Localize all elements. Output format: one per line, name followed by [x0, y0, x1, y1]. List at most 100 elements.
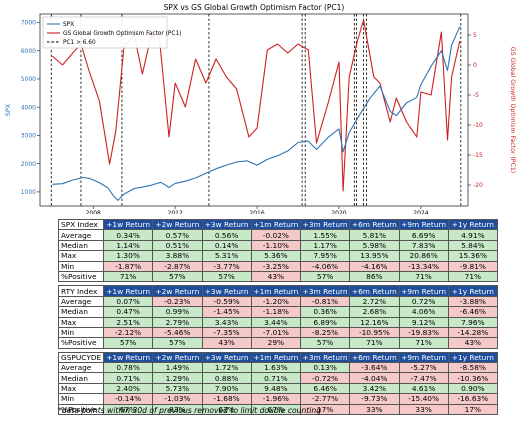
table-cell: 0.34%	[102, 229, 154, 241]
table-cell: -6.46%	[447, 306, 499, 318]
table-cell: 3.88%	[152, 250, 203, 262]
table-row: %Positive 57% 57% 43% 29% 57% 71% 71% 43%	[58, 337, 499, 349]
table-cell: 0.51%	[152, 239, 203, 252]
table-cell: 0.13%	[299, 362, 351, 374]
table-cell: 13.95%	[349, 250, 400, 262]
row-label: Median	[58, 239, 104, 252]
table-header-row: GSPUCYDE +1w Return +2w Return +3w Return +1…	[58, 351, 499, 364]
legend-label: PC1 > 6.60	[63, 40, 96, 46]
table-cell: 57%	[201, 270, 252, 283]
table-cell: 71%	[102, 270, 154, 283]
table-cell: 57%	[152, 337, 203, 349]
table-row: Median 0.47% 0.99% -1.45% -1.18% 0.36% 2.68% 4.…	[58, 306, 499, 318]
table-row: Max 2.40% 5.73% 7.90% 9.48% 6.46% 3.42% 4.61% 0.…	[58, 382, 499, 395]
table-cell: -9.81%	[447, 260, 499, 272]
row-label: Median	[58, 372, 104, 384]
table-cell: 6.46%	[299, 382, 351, 395]
column-header: +6m Return	[349, 218, 400, 231]
footnote: *data points within 30d of previous remo…	[58, 406, 322, 415]
table-cell: -5.27%	[398, 362, 449, 374]
table-cell: -1.10%	[250, 239, 302, 252]
table-cell: 5.81%	[349, 229, 400, 241]
table-cell: -0.14%	[102, 393, 154, 405]
table-cell: 20.86%	[398, 250, 449, 262]
row-label: Median	[58, 306, 104, 318]
table-cell: 0.78%	[102, 362, 154, 374]
table-header-row: SPX Index +1w Return +2w Return +3w Return +…	[58, 218, 499, 231]
column-header: +2w Return	[152, 351, 203, 364]
table-cell: -0.23%	[152, 295, 203, 308]
row-label: Min	[58, 260, 104, 272]
table-cell: 3.42%	[349, 382, 400, 395]
table-cell: -8.58%	[447, 362, 499, 374]
right-tick-label: -20	[473, 182, 483, 189]
table-cell: 2.40%	[102, 382, 154, 395]
table-cell: -7.35%	[201, 326, 252, 339]
table-cell: 33%	[398, 403, 449, 416]
x-tick-label: 2020	[331, 210, 346, 214]
table-index-label: GSPUCYDE	[58, 351, 104, 364]
right-tick-label: -15	[473, 152, 483, 159]
table-header-row: RTY Index +1w Return +2w Return +3w Return +…	[58, 285, 499, 297]
table-cell: -3.77%	[201, 260, 252, 272]
table-row: Min -2.12% -5.46% -7.35% -7.01% -8.25% -10.95%…	[58, 326, 499, 339]
y-left-axis-label: SPX	[4, 103, 12, 116]
table-cell: 3.43%	[201, 316, 252, 328]
stats-table: RTY Index +1w Return +2w Return +3w Return +…	[58, 285, 499, 349]
table-cell: 57%	[299, 270, 351, 283]
table-cell: -4.16%	[349, 260, 400, 272]
table-row: %Positive 67% 83% 67% 67% 17% 33% 33% 17%	[58, 403, 499, 416]
x-tick-label: 2008	[86, 210, 101, 214]
table-index-label: RTY Index	[58, 285, 104, 297]
table-cell: -0.72%	[299, 372, 351, 384]
column-header: +2w Return	[152, 218, 203, 231]
table-row: Max 1.30% 3.88% 5.31% 5.36% 7.95% 13.95% 20.86%…	[58, 250, 499, 262]
column-header: +3w Return	[201, 285, 252, 297]
left-tick-label: 7000	[21, 20, 36, 27]
row-label: Min	[58, 326, 104, 339]
row-label: Max	[58, 316, 104, 328]
row-label: %Positive	[58, 337, 104, 349]
table-cell: 1.17%	[299, 239, 351, 252]
right-tick-label: -5	[473, 92, 479, 99]
table-cell: -0.59%	[201, 295, 252, 308]
table-cell: -3.64%	[349, 362, 400, 374]
right-tick-label: 5	[473, 32, 477, 39]
table-cell: -16.63%	[447, 393, 499, 405]
table-cell: 0.99%	[152, 306, 203, 318]
table-cell: 1.55%	[299, 229, 351, 241]
right-tick-label: -10	[473, 122, 483, 129]
return-tables: SPX Index +1w Return +2w Return +3w Return +…	[58, 218, 499, 418]
table-cell: 17%	[447, 403, 499, 416]
table-cell: 0.36%	[299, 306, 351, 318]
table-cell: 1.29%	[152, 372, 203, 384]
pc1-series-line	[51, 19, 461, 192]
table-cell: 1.63%	[250, 362, 302, 374]
table-row: Max 2.51% 2.79% 3.43% 3.44% 6.89% 12.16% 9.12% 7…	[58, 316, 499, 328]
table-cell: 0.72%	[398, 295, 449, 308]
table-cell: 7.83%	[398, 239, 449, 252]
table-cell: 2.51%	[102, 316, 154, 328]
table-cell: 7.95%	[299, 250, 351, 262]
table-cell: 9.12%	[398, 316, 449, 328]
table-cell: 71%	[398, 270, 449, 283]
table-row: Min -1.87% -2.87% -3.77% -3.25% -4.06% -4.16% -…	[58, 260, 499, 272]
table-cell: -3.25%	[250, 260, 302, 272]
table-cell: 57%	[152, 270, 203, 283]
y-right-axis-label: GS Global Growth Optimism Factor (PC1)	[509, 47, 516, 173]
table-cell: 86%	[349, 270, 400, 283]
row-label: %Positive	[58, 270, 104, 283]
table-cell: 7.96%	[447, 316, 499, 328]
table-cell: -2.77%	[299, 393, 351, 405]
table-cell: 0.47%	[102, 306, 154, 318]
table-cell: 0.57%	[152, 229, 203, 241]
table-cell: -7.01%	[250, 326, 302, 339]
chart-area: SPX vs GS Global Growth Optimism Factor …	[4, 3, 516, 214]
table-cell: 43%	[201, 337, 252, 349]
column-header: +1y Return	[447, 218, 499, 231]
table-cell: 12.16%	[349, 316, 400, 328]
x-tick-label: 2016	[249, 210, 264, 214]
table-cell: -1.18%	[250, 306, 302, 318]
column-header: +3m Return	[299, 285, 351, 297]
table-cell: -1.96%	[250, 393, 302, 405]
